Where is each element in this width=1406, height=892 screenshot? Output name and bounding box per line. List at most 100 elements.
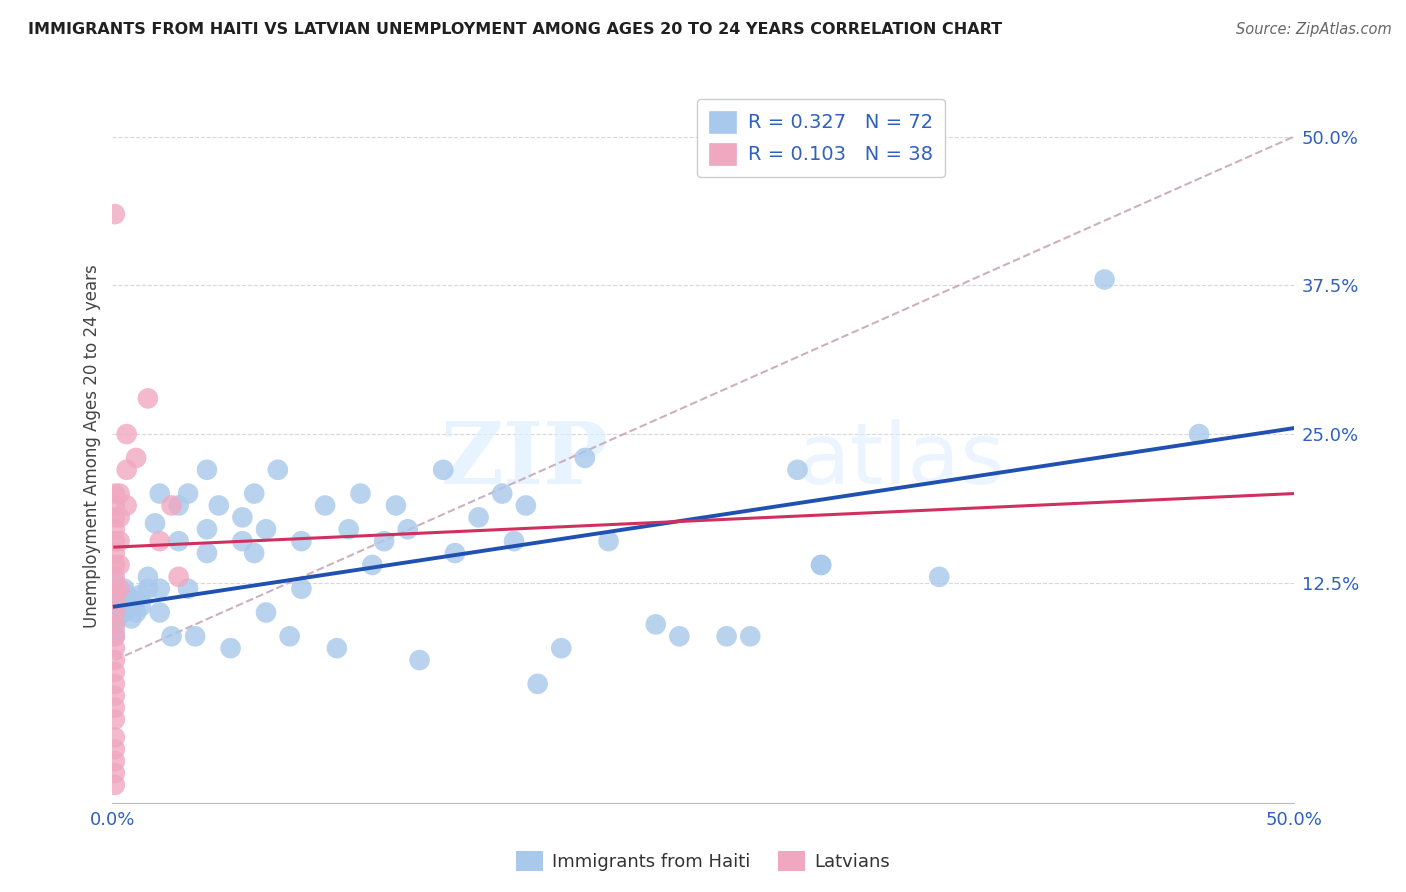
Point (104, 677, 127, 691)
Point (108, 582, 131, 596)
Y-axis label: Unemployment Among Ages 20 to 24 years: Unemployment Among Ages 20 to 24 years (83, 264, 101, 628)
Point (108, 486, 131, 500)
Point (104, 700, 127, 714)
Point (104, 629, 127, 643)
Point (290, 582, 312, 596)
Text: atlas: atlas (797, 418, 1005, 502)
Point (444, 546, 467, 560)
Point (373, 534, 395, 549)
Point (668, 629, 690, 643)
Point (104, 617, 127, 632)
Point (149, 534, 172, 549)
Point (112, 606, 135, 620)
Point (550, 641, 572, 656)
Point (136, 582, 159, 596)
Point (104, 766, 127, 780)
Point (1094, 272, 1116, 286)
Point (928, 570, 950, 584)
Point (104, 558, 127, 572)
Point (112, 593, 135, 607)
Point (104, 713, 127, 727)
Point (195, 522, 218, 536)
Point (149, 606, 172, 620)
Point (104, 689, 127, 703)
Point (104, 534, 127, 549)
Legend: Immigrants from Haiti, Latvians: Immigrants from Haiti, Latvians (509, 844, 897, 879)
Point (231, 510, 253, 524)
Point (349, 486, 371, 500)
Point (120, 599, 142, 614)
Point (786, 463, 808, 477)
Point (143, 516, 166, 531)
Point (149, 582, 172, 596)
Point (104, 742, 127, 756)
Point (104, 599, 127, 614)
Point (104, 629, 127, 643)
Point (115, 463, 138, 477)
Point (195, 463, 218, 477)
Point (184, 629, 207, 643)
Point (104, 207, 127, 221)
Point (108, 534, 131, 549)
Point (503, 534, 526, 549)
Point (810, 558, 832, 572)
Point (104, 575, 127, 590)
Point (231, 534, 253, 549)
Point (574, 450, 596, 465)
Point (104, 611, 127, 625)
Point (160, 499, 183, 513)
Point (104, 606, 127, 620)
Point (219, 641, 242, 656)
Point (740, 629, 762, 643)
Point (104, 499, 127, 513)
Point (432, 463, 454, 477)
Text: ZIP: ZIP (440, 418, 609, 502)
Point (167, 534, 190, 549)
Point (129, 588, 152, 602)
Point (177, 582, 200, 596)
Point (115, 499, 138, 513)
Point (104, 606, 127, 620)
Point (290, 534, 312, 549)
Text: IMMIGRANTS FROM HAITI VS LATVIAN UNEMPLOYMENT AMONG AGES 20 TO 24 YEARS CORRELAT: IMMIGRANTS FROM HAITI VS LATVIAN UNEMPLO… (28, 22, 1002, 37)
Point (491, 486, 513, 500)
Point (115, 427, 138, 442)
Text: Source: ZipAtlas.com: Source: ZipAtlas.com (1236, 22, 1392, 37)
Point (243, 546, 266, 560)
Point (810, 558, 832, 572)
Point (104, 570, 127, 584)
Point (125, 606, 148, 620)
Point (104, 778, 127, 792)
Point (243, 486, 266, 500)
Point (105, 593, 128, 607)
Point (104, 510, 127, 524)
Point (104, 486, 127, 500)
Point (136, 392, 159, 406)
Point (254, 522, 277, 536)
Point (314, 499, 336, 513)
Point (644, 617, 666, 632)
Point (104, 665, 127, 679)
Point (120, 611, 142, 625)
Point (108, 599, 131, 614)
Point (115, 588, 138, 602)
Point (104, 754, 127, 768)
Point (105, 611, 128, 625)
Legend: R = 0.327   N = 72, R = 0.103   N = 38: R = 0.327 N = 72, R = 0.103 N = 38 (697, 99, 945, 177)
Point (104, 546, 127, 560)
Point (716, 629, 738, 643)
Point (160, 629, 183, 643)
Point (361, 558, 384, 572)
Point (125, 593, 148, 607)
Point (104, 588, 127, 602)
Point (385, 499, 408, 513)
Point (278, 629, 301, 643)
Point (177, 486, 200, 500)
Point (149, 486, 172, 500)
Point (104, 582, 127, 596)
Point (515, 499, 537, 513)
Point (104, 653, 127, 667)
Point (167, 499, 190, 513)
Point (125, 450, 148, 465)
Point (105, 606, 128, 620)
